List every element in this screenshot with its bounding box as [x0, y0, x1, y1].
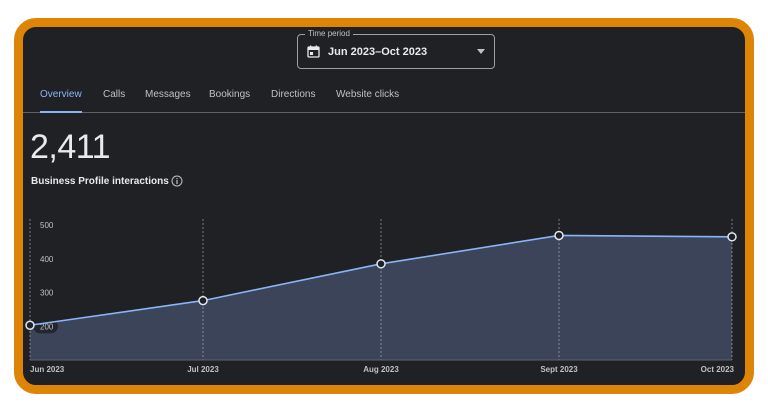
- time-period-selector[interactable]: Time period Jun 2023–Oct 2023: [297, 28, 495, 69]
- x-tick-label-1: Jul 2023: [187, 365, 219, 374]
- y-tick-label-3: 200: [40, 322, 54, 331]
- data-point-4: [727, 232, 737, 242]
- calendar-icon: [307, 45, 320, 58]
- time-period-value: Jun 2023–Oct 2023: [328, 46, 428, 58]
- time-period-label: Time period: [305, 28, 353, 40]
- dashboard-panel: Time period Jun 2023–Oct 2023 Overview C…: [14, 18, 754, 394]
- chevron-down-icon[interactable]: [477, 49, 485, 54]
- info-icon[interactable]: [171, 175, 183, 187]
- data-point-3: [554, 230, 564, 241]
- x-tick-label-3: Sept 2023: [540, 365, 578, 374]
- data-point-0: [25, 320, 35, 330]
- y-tick-label-2: 300: [40, 289, 54, 298]
- interactions-label: Business Profile interactions: [31, 176, 169, 187]
- interactions-chart: 500 400 300 200 Jun 2023 Jul 2023 Aug 2023 Sept…: [25, 219, 737, 374]
- x-tick-label-4: Oct 2023: [701, 365, 735, 374]
- area-fill: [30, 235, 732, 360]
- y-tick-label-0: 500: [40, 221, 54, 230]
- data-point-2: [376, 259, 386, 269]
- x-tick-label-2: Aug 2023: [363, 365, 399, 374]
- y-tick-label-1: 400: [40, 255, 54, 264]
- tab-bookings[interactable]: Bookings: [209, 89, 251, 100]
- tab-website-clicks[interactable]: Website clicks: [336, 89, 400, 100]
- tab-overview[interactable]: Overview: [40, 88, 82, 113]
- tab-messages[interactable]: Messages: [145, 89, 191, 100]
- tab-calls[interactable]: Calls: [103, 89, 126, 100]
- x-tick-label-0: Jun 2023: [30, 365, 65, 374]
- tab-directions[interactable]: Directions: [271, 89, 316, 100]
- data-point-1: [198, 295, 208, 306]
- interactions-total: 2,411: [30, 128, 111, 166]
- tab-bar: Overview Calls Messages Bookings Directi…: [23, 88, 745, 113]
